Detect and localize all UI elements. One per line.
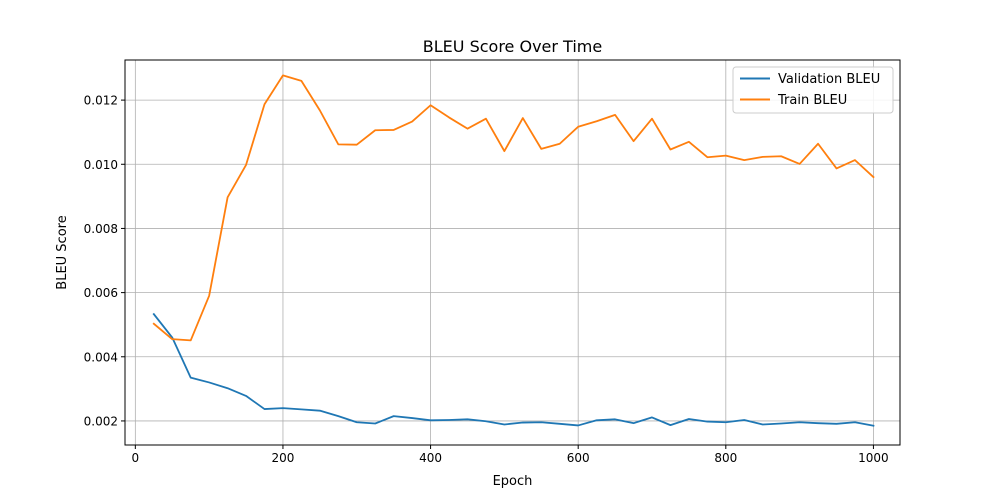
x-tick-label: 1000 [858,451,889,465]
y-tick-label: 0.010 [84,158,118,172]
plot-frame [124,59,901,446]
x-tick-label: 800 [714,451,737,465]
legend-box [732,66,894,114]
y-axis-label: BLEU Score [55,215,70,289]
x-tick-label: 0 [132,451,140,465]
y-tick-label: 0.006 [84,286,118,300]
legend: Validation BLEU Train BLEU [732,66,894,114]
series-line-train-bleu [152,74,875,342]
series-lines [152,74,875,427]
x-tick-label: 400 [419,451,442,465]
axis-ticks: 0 200 400 600 800 1000 0.002 0.004 0.006 0.008 0.0… [84,94,889,465]
grid [125,60,900,445]
y-tick-label: 0.002 [84,414,118,428]
y-tick-label: 0.008 [84,222,118,236]
chart-title: BLEU Score Over Time [423,37,602,56]
x-tick-label: 200 [271,451,294,465]
series-line-validation-bleu [152,312,875,427]
y-tick-label: 0.012 [84,94,118,108]
x-tick-label: 600 [567,451,590,465]
y-tick-label: 0.004 [84,350,118,364]
legend-label-train: Train BLEU [777,93,847,108]
x-axis-label: Epoch [493,474,533,489]
legend-label-validation: Validation BLEU [778,72,880,87]
